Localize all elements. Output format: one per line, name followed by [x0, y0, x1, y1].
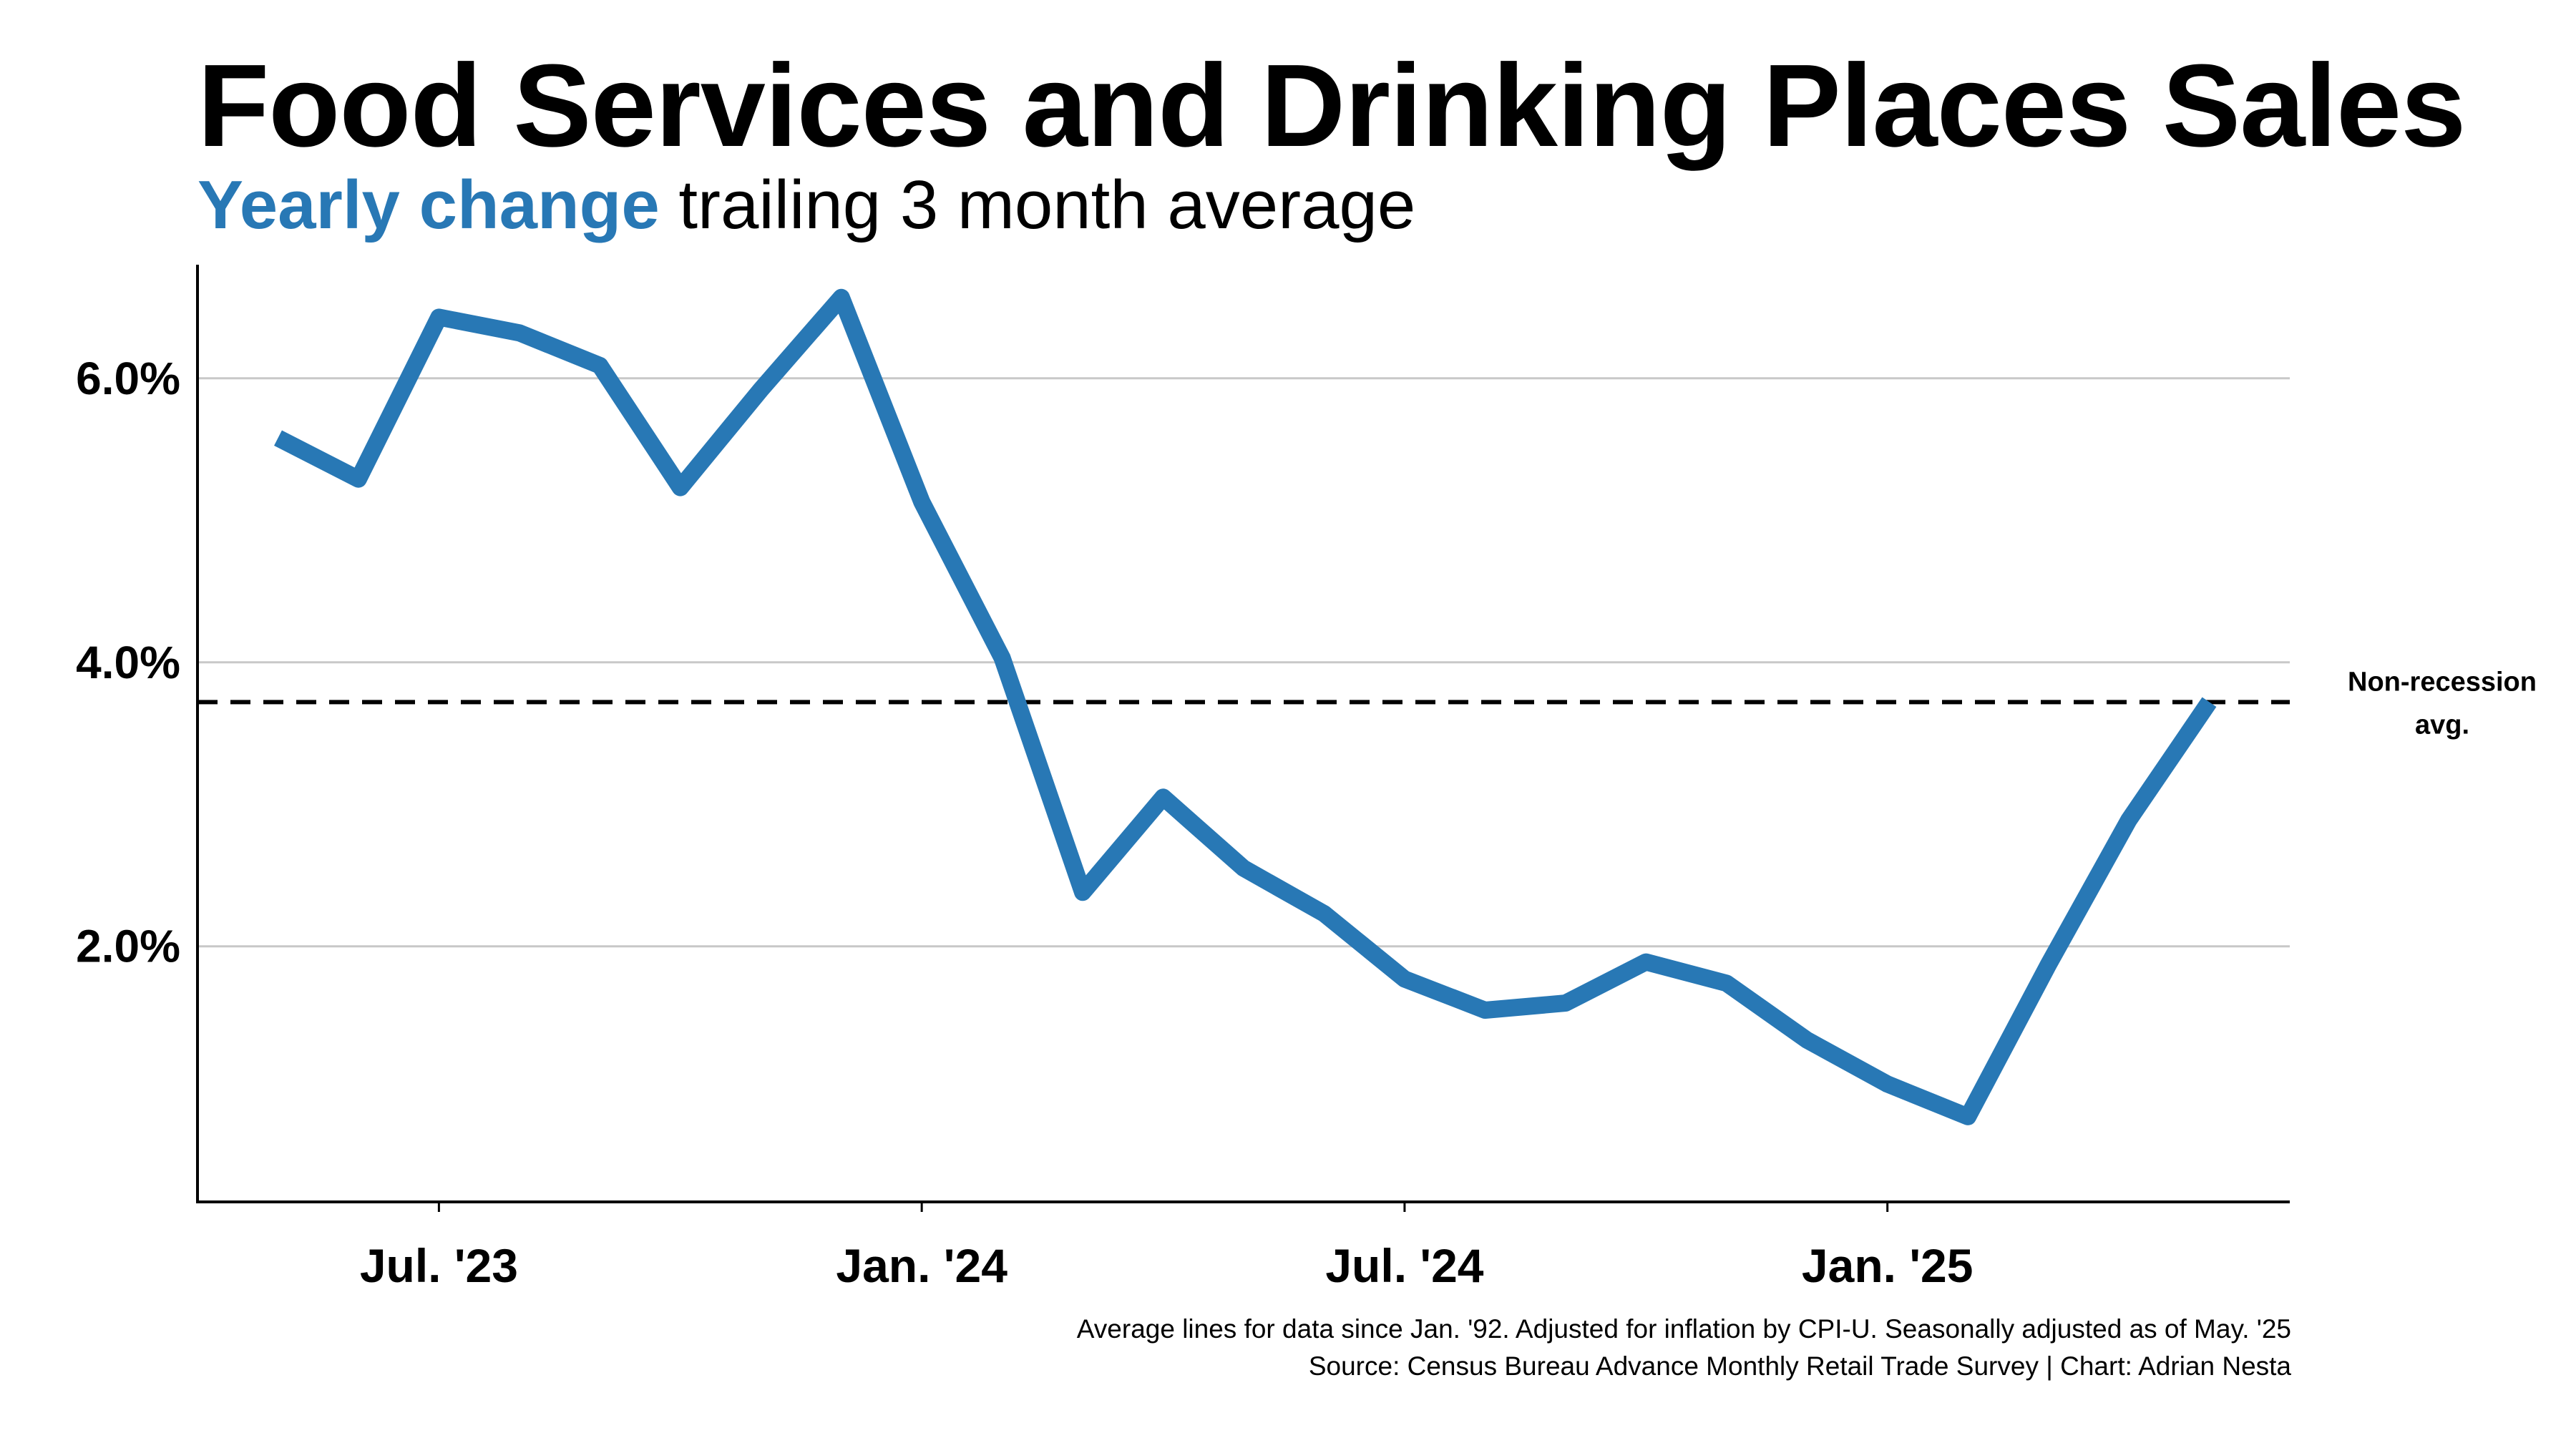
axes — [196, 265, 2290, 1212]
series-line — [274, 288, 2217, 1125]
footnote-methodology: Average lines for data since Jan. '92. A… — [1076, 1314, 2291, 1344]
subtitle-highlight: Yearly change — [197, 167, 660, 243]
y-tick-label: 2.0% — [76, 921, 180, 972]
reference-line-group: Non-recession avg. — [197, 667, 2537, 740]
footnote-source: Source: Census Bureau Advance Monthly Re… — [1308, 1351, 2291, 1381]
series-group — [274, 288, 2217, 1125]
x-tick-label: Jul. '24 — [1325, 1239, 1483, 1292]
reference-label-line2: avg. — [2415, 710, 2469, 740]
chart-subtitle: Yearly change trailing 3 month average — [197, 166, 1415, 245]
tick-labels: 2.0% 4.0% 6.0% Jul. '23 Jan. '24 Jul. '24 Jan.… — [76, 353, 1973, 1292]
gridlines — [197, 377, 2290, 948]
x-tick-label: Jan. '25 — [1802, 1239, 1974, 1292]
subtitle-rest: trailing 3 month average — [659, 167, 1416, 243]
y-tick-label: 4.0% — [76, 637, 180, 688]
reference-label-line1: Non-recession — [2348, 667, 2537, 697]
y-tick-label: 6.0% — [76, 353, 180, 404]
x-tick-label: Jan. '24 — [836, 1239, 1008, 1292]
x-tick-label: Jul. '23 — [360, 1239, 518, 1292]
chart-title: Food Services and Drinking Places Sales — [197, 40, 2466, 171]
